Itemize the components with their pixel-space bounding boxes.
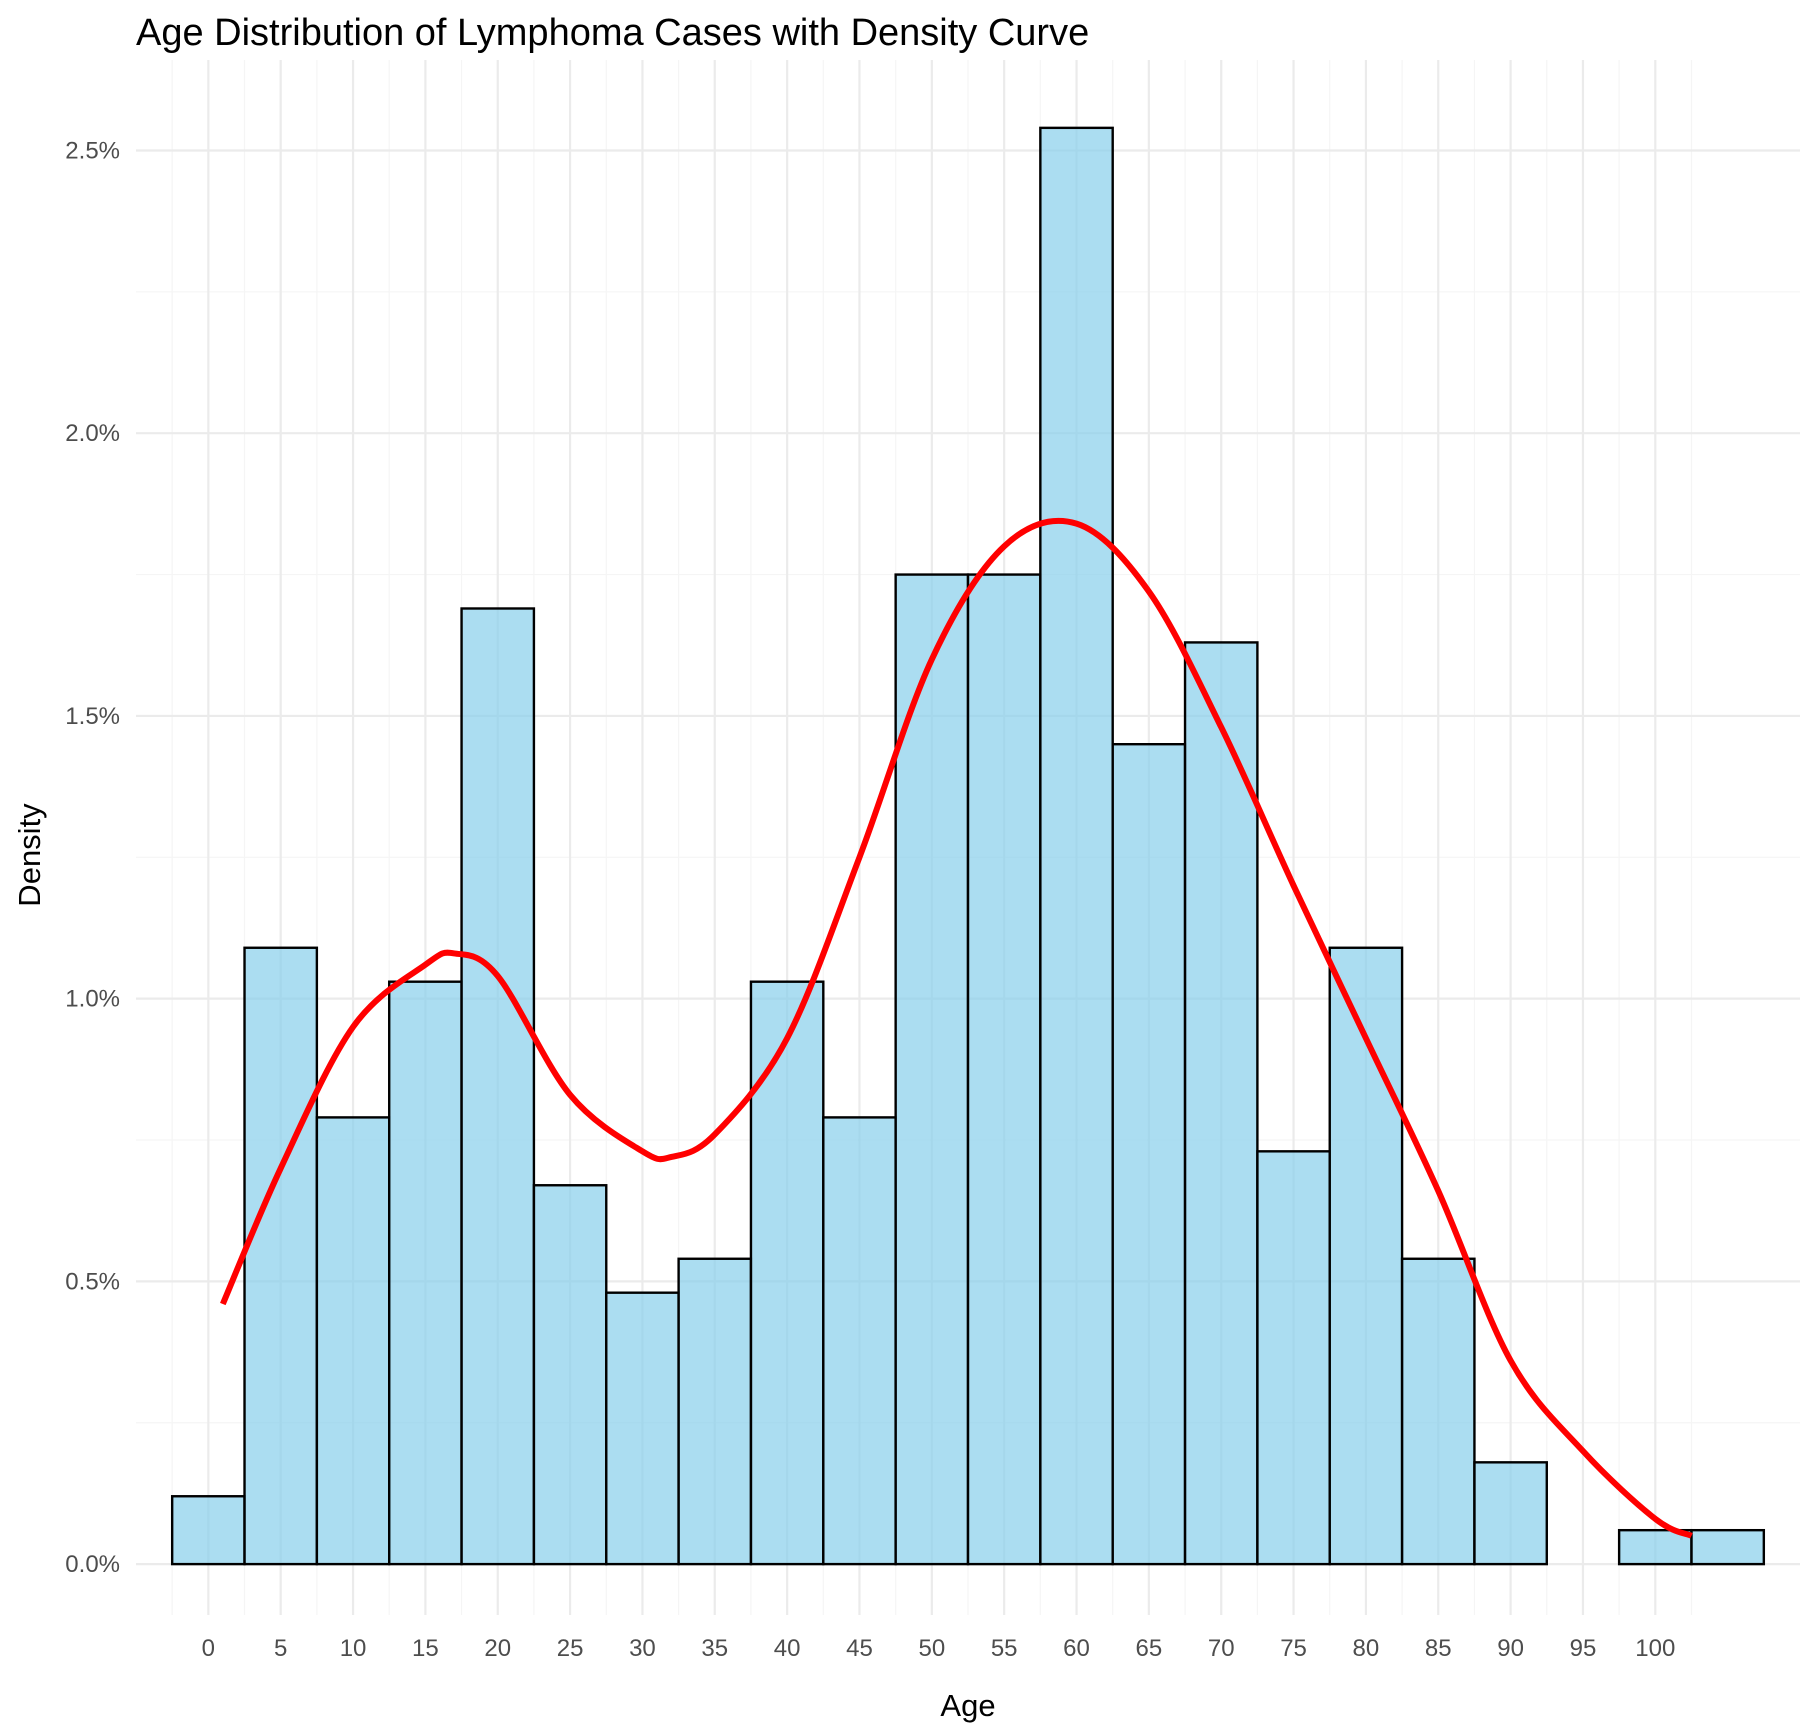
x-axis-title: Age <box>940 1688 995 1723</box>
histogram-bars <box>170 126 1766 1566</box>
x-tick-label: 65 <box>1136 1635 1163 1662</box>
x-tick-label: 10 <box>340 1635 367 1662</box>
x-tick-label: 55 <box>991 1635 1018 1662</box>
x-tick-label: 75 <box>1280 1635 1307 1662</box>
y-tick-label: 1.5% <box>65 703 120 730</box>
x-tick-label: 60 <box>1063 1635 1090 1662</box>
y-tick-label: 2.0% <box>65 420 120 447</box>
x-tick-label: 85 <box>1425 1635 1452 1662</box>
x-tick-label: 95 <box>1570 1635 1597 1662</box>
histogram-bar <box>822 1116 897 1566</box>
y-tick-label: 2.5% <box>65 137 120 164</box>
histogram-bar <box>243 946 319 1566</box>
x-tick-label: 50 <box>918 1635 945 1662</box>
chart-title: Age Distribution of Lymphoma Cases with … <box>136 12 1089 54</box>
x-tick-label: 35 <box>701 1635 728 1662</box>
x-tick-label: 45 <box>846 1635 873 1662</box>
x-tick-label: 100 <box>1635 1635 1675 1662</box>
y-tick-label: 0.0% <box>65 1551 120 1578</box>
histogram-bar <box>1256 1150 1331 1566</box>
x-tick-label: 90 <box>1497 1635 1524 1662</box>
histogram-bar <box>1473 1461 1548 1566</box>
x-tick-label: 40 <box>774 1635 801 1662</box>
x-tick-label: 70 <box>1208 1635 1235 1662</box>
density-curve <box>220 517 1693 1539</box>
histogram-bar <box>966 573 1042 1566</box>
histogram-bar <box>388 980 463 1566</box>
y-axis-title: Density <box>12 803 47 907</box>
histogram-bar <box>605 1291 680 1566</box>
x-tick-label: 80 <box>1353 1635 1380 1662</box>
histogram-bar <box>677 1257 753 1566</box>
histogram-bar <box>170 1495 246 1566</box>
y-tick-labels: 0.0% 0.5% 1.0% 1.5% 2.0% 2.5% <box>65 137 120 1578</box>
histogram-bar <box>1617 1528 1693 1566</box>
y-tick-label: 1.0% <box>65 986 120 1013</box>
histogram-bar <box>894 573 970 1566</box>
x-tick-label: 20 <box>484 1635 511 1662</box>
histogram-bar <box>1328 946 1404 1566</box>
x-tick-label: 25 <box>557 1635 584 1662</box>
x-tick-label: 5 <box>274 1635 287 1662</box>
x-tick-label: 0 <box>202 1635 215 1662</box>
histogram-bar <box>315 1116 391 1566</box>
histogram-bar <box>1039 126 1114 1566</box>
histogram-bar <box>749 980 825 1566</box>
x-tick-label: 30 <box>629 1635 656 1662</box>
histogram-bar <box>1183 641 1259 1566</box>
x-tick-labels: 0 5 10 15 20 25 30 35 40 45 50 55 60 65 70 75 80 85 90 95 10… <box>202 1635 1676 1662</box>
histogram-bar <box>1111 743 1187 1566</box>
histogram-bar <box>1400 1257 1476 1566</box>
histogram-bar <box>1690 1528 1766 1566</box>
histogram-bar <box>460 607 536 1566</box>
y-tick-label: 0.5% <box>65 1268 120 1295</box>
x-tick-label: 15 <box>412 1635 439 1662</box>
histogram-bar <box>532 1184 608 1566</box>
